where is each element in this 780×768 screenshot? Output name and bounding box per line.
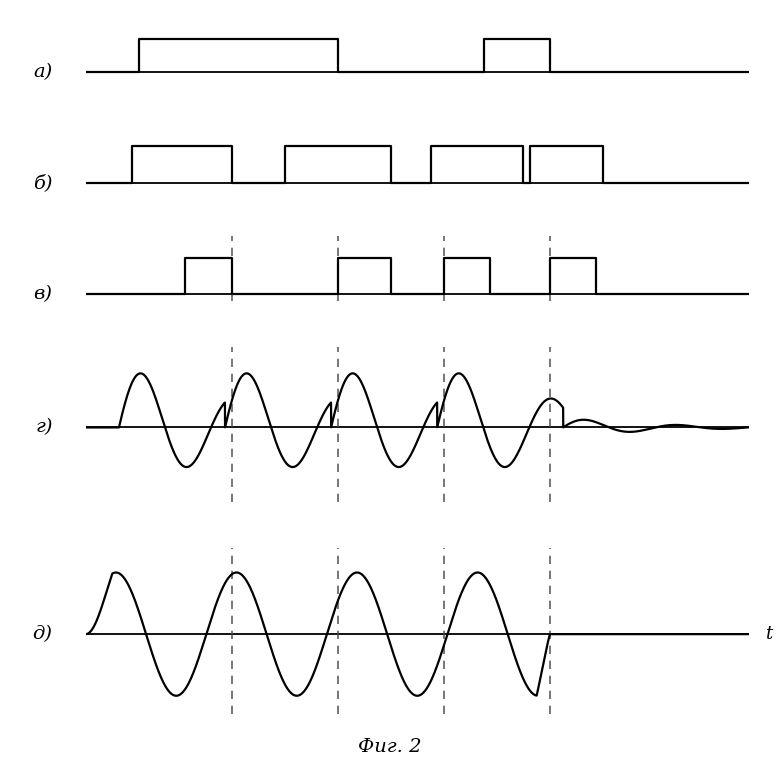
Text: t: t	[765, 625, 773, 643]
Text: б): б)	[33, 174, 53, 192]
Text: Фиг. 2: Фиг. 2	[358, 739, 422, 756]
Text: д): д)	[33, 625, 53, 643]
Text: а): а)	[34, 63, 53, 81]
Text: г): г)	[35, 419, 53, 436]
Text: в): в)	[34, 285, 53, 303]
